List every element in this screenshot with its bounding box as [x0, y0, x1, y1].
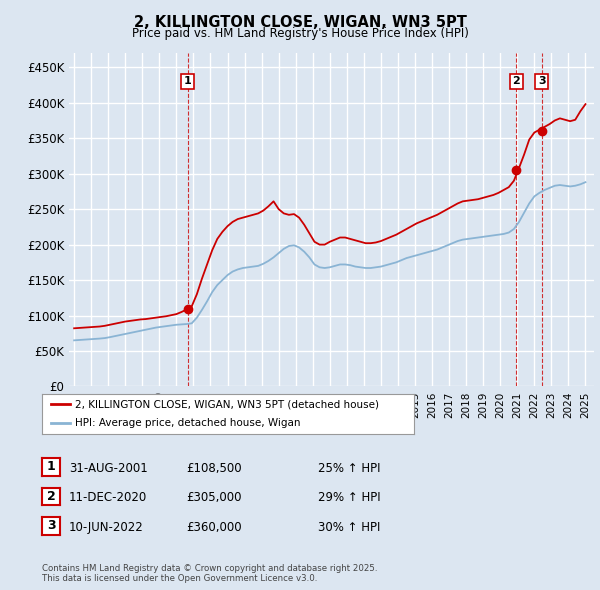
Text: Contains HM Land Registry data © Crown copyright and database right 2025.
This d: Contains HM Land Registry data © Crown c…: [42, 563, 377, 583]
Text: 2: 2: [47, 490, 55, 503]
Text: £360,000: £360,000: [186, 520, 242, 534]
Text: 2, KILLINGTON CLOSE, WIGAN, WN3 5PT (detached house): 2, KILLINGTON CLOSE, WIGAN, WN3 5PT (det…: [76, 399, 379, 409]
Text: HPI: Average price, detached house, Wigan: HPI: Average price, detached house, Wiga…: [76, 418, 301, 428]
Text: £108,500: £108,500: [186, 461, 242, 475]
Text: 10-JUN-2022: 10-JUN-2022: [69, 520, 144, 534]
Text: £305,000: £305,000: [186, 491, 242, 504]
Text: Price paid vs. HM Land Registry's House Price Index (HPI): Price paid vs. HM Land Registry's House …: [131, 27, 469, 40]
Text: 1: 1: [47, 460, 55, 474]
Text: 31-AUG-2001: 31-AUG-2001: [69, 461, 148, 475]
Text: 29% ↑ HPI: 29% ↑ HPI: [318, 491, 380, 504]
Text: 11-DEC-2020: 11-DEC-2020: [69, 491, 147, 504]
Text: 2, KILLINGTON CLOSE, WIGAN, WN3 5PT: 2, KILLINGTON CLOSE, WIGAN, WN3 5PT: [134, 15, 466, 30]
Text: 3: 3: [538, 77, 545, 87]
Text: 3: 3: [47, 519, 55, 533]
Text: 1: 1: [184, 77, 191, 87]
Text: 2: 2: [512, 77, 520, 87]
Text: 30% ↑ HPI: 30% ↑ HPI: [318, 520, 380, 534]
Text: 25% ↑ HPI: 25% ↑ HPI: [318, 461, 380, 475]
